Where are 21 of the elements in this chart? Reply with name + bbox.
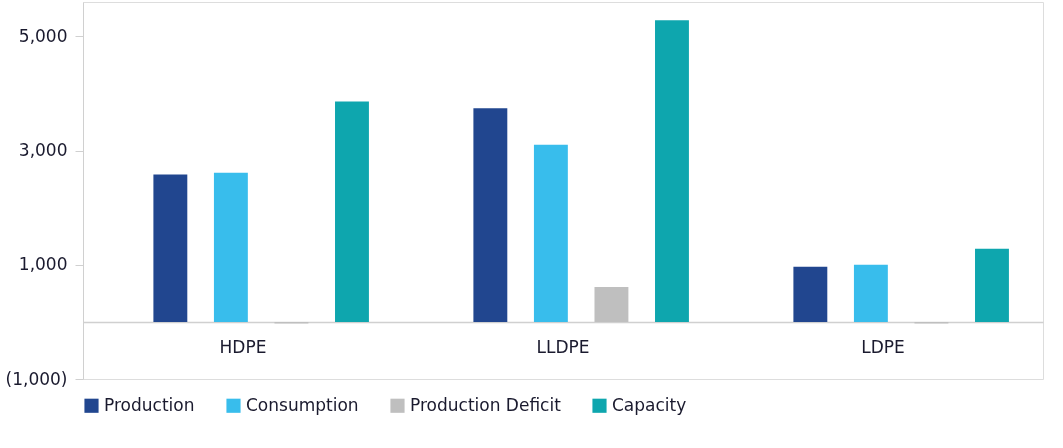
y-tick-label: 1,000 [18, 254, 68, 275]
bar [975, 248, 1009, 322]
bar [213, 172, 248, 322]
bar [335, 101, 369, 322]
bar [533, 144, 568, 322]
bar [853, 264, 888, 322]
legend-label: Production [104, 394, 195, 415]
y-tick-label: (1,000) [5, 368, 68, 389]
legend-label: Capacity [612, 394, 687, 415]
y-tick-label: 3,000 [18, 140, 68, 161]
bar [793, 266, 828, 322]
legend-label: Production Deficit [410, 394, 562, 415]
y-tick-label: 5,000 [18, 25, 68, 46]
x-tick-label: LLDPE [536, 337, 590, 358]
bar [153, 174, 188, 322]
bar [473, 108, 508, 322]
legend-label: Consumption [246, 394, 359, 415]
x-tick-label: HDPE [219, 337, 267, 358]
x-tick-label: LDPE [861, 337, 905, 358]
bar [594, 287, 629, 322]
bar [655, 20, 689, 322]
